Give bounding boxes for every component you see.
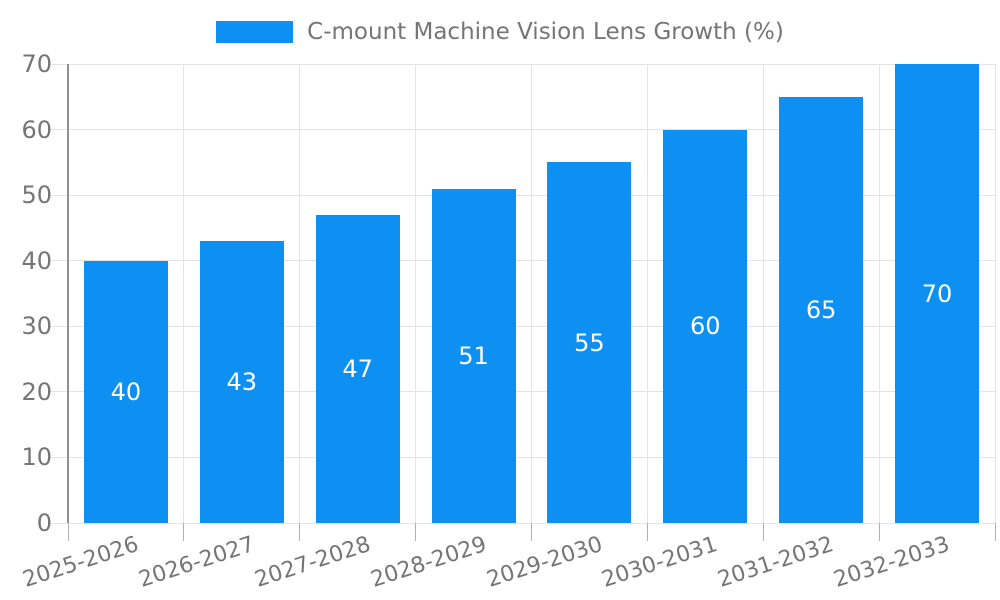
y-tick-label: 0 (36, 509, 52, 537)
bar-value-label: 51 (458, 341, 489, 370)
legend: C-mount Machine Vision Lens Growth (%) (0, 12, 1000, 52)
x-tick (67, 523, 69, 541)
x-tick-label: 2030-2031 (599, 532, 722, 593)
x-tick (646, 523, 648, 541)
x-tick (762, 523, 764, 541)
bar (83, 260, 168, 523)
gridline-vertical (646, 64, 648, 523)
bar-value-label: 60 (690, 312, 721, 341)
bar-value-label: 47 (342, 354, 373, 383)
x-tick-label: 2027-2028 (251, 532, 374, 593)
gridline-vertical (762, 64, 764, 523)
bar (431, 188, 516, 523)
gridline-horizontal (48, 260, 995, 262)
x-tick-label: 2025-2026 (19, 532, 142, 593)
y-tick-label: 20 (21, 377, 52, 406)
gridline-horizontal (48, 325, 995, 327)
legend-swatch (216, 21, 294, 43)
legend-label: C-mount Machine Vision Lens Growth (%) (307, 19, 784, 45)
bar-value-label: 65 (805, 295, 837, 324)
gridline-vertical (183, 64, 185, 523)
y-tick-label: 70 (21, 50, 52, 78)
y-tick-label: 30 (21, 312, 52, 341)
x-tick-label: 2029-2030 (483, 532, 606, 593)
x-tick-label: 2031-2032 (715, 532, 837, 593)
gridline-vertical (415, 64, 417, 523)
bar (315, 214, 400, 523)
bar-value-label: 43 (226, 368, 258, 397)
bar-value-label: 55 (574, 328, 605, 357)
x-tick (415, 523, 417, 541)
x-tick (531, 523, 532, 541)
gridline-vertical (531, 64, 532, 523)
gridline-vertical (994, 64, 996, 523)
bar (199, 241, 284, 523)
gridline-horizontal (48, 522, 995, 524)
y-tick-label: 10 (21, 443, 52, 472)
x-tick (878, 523, 880, 541)
x-tick-label: 2032-2033 (831, 532, 953, 593)
bar (663, 129, 748, 523)
x-tick (299, 523, 301, 541)
gridline-vertical (878, 64, 880, 523)
gridline-horizontal (48, 456, 995, 458)
y-tick-label: 60 (21, 115, 52, 144)
gridline-horizontal (48, 194, 995, 196)
bar (895, 64, 980, 523)
bar-value-label: 70 (921, 279, 953, 308)
x-tick-label: 2026-2027 (135, 532, 258, 593)
y-tick-label: 50 (21, 181, 52, 210)
bar (779, 96, 864, 523)
gridline-vertical (299, 64, 301, 523)
y-axis-line (67, 64, 69, 523)
gridline-horizontal (48, 391, 995, 393)
bar (547, 162, 632, 523)
gridline-horizontal (48, 63, 995, 65)
bar-value-label: 40 (110, 377, 142, 406)
x-tick (183, 523, 185, 541)
x-tick (994, 523, 996, 541)
y-tick-label: 40 (21, 246, 52, 275)
x-tick-label: 2028-2029 (367, 532, 490, 593)
gridline-horizontal (48, 129, 995, 131)
